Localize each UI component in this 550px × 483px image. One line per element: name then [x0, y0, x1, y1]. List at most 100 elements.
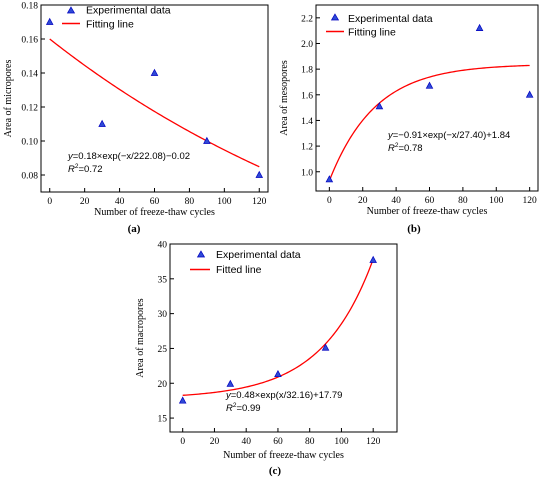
legend-marker-triangle — [66, 6, 76, 14]
x-axis-label: Number of freeze-thaw cycles — [367, 206, 488, 217]
x-tick-label: 0 — [327, 196, 332, 206]
x-tick-label: 80 — [185, 197, 195, 207]
data-point — [369, 255, 377, 263]
x-tick-label: 120 — [252, 197, 267, 207]
data-point — [45, 17, 54, 25]
data-point — [255, 170, 264, 178]
data-points — [325, 23, 534, 183]
y-tick-label: 2.2 — [301, 14, 313, 24]
y-tick-label: 0.14 — [21, 70, 38, 80]
x-ticks: 0 20 40 60 80 100 120 — [180, 428, 381, 447]
legend-label-fit: Fitted line — [216, 264, 262, 276]
x-tick-label: 20 — [358, 196, 368, 206]
legend-label-fit: Fitting line — [348, 27, 396, 39]
y-tick-label: 0.16 — [21, 36, 38, 46]
legend-marker-triangle — [196, 250, 206, 258]
data-points — [178, 255, 377, 404]
data-point — [203, 136, 211, 144]
x-axis-label: Number of freeze-thaw cycles — [94, 207, 215, 218]
x-tick-label: 0 — [47, 197, 52, 207]
y-tick-label: 35 — [158, 275, 168, 285]
y-tick-label: 15 — [158, 415, 168, 425]
x-tick-label: 100 — [489, 196, 504, 206]
x-tick-label: 100 — [334, 437, 349, 447]
legend: Experimental data Fitting line — [62, 5, 171, 31]
x-ticks: 0 20 40 60 80 100 120 — [327, 187, 537, 206]
y-tick-label: 0.18 — [21, 2, 38, 12]
y-tick-label: 2.0 — [301, 40, 313, 50]
y-ticks: 0.08 0.10 0.12 0.14 0.16 0.18 — [21, 2, 45, 182]
r-squared: R2=0.99 — [226, 402, 261, 414]
data-point — [178, 396, 187, 404]
y-ticks: 1.0 1.2 1.4 1.6 1.8 2.0 2.2 — [301, 14, 320, 178]
panel-c: 0 20 40 60 80 100 120 15 20 25 30 35 40 Experimenta… — [135, 241, 398, 477]
panel-b: 0 20 40 60 80 100 120 1.0 1.2 1.4 1.6 1.8 2.0 2.2 Ex… — [279, 4, 539, 235]
x-tick-label: 0 — [180, 437, 185, 447]
y-tick-label: 20 — [158, 380, 168, 390]
equation: y=0.18×exp(−x/222.08)−0.02 — [67, 151, 190, 162]
y-tick-label: 0.08 — [21, 172, 38, 182]
data-point — [525, 90, 534, 98]
panel-label: (b) — [407, 223, 421, 235]
legend-marker-triangle — [330, 13, 340, 21]
equation: y=0.48×exp(x/32.16)+17.79 — [225, 390, 342, 401]
x-tick-label: 20 — [80, 197, 90, 207]
y-tick-label: 1.4 — [301, 117, 313, 127]
data-point — [274, 369, 282, 378]
x-axis-label: Number of freeze-thaw cycles — [223, 450, 344, 461]
legend-label-data: Experimental data — [86, 5, 171, 17]
x-tick-label: 120 — [523, 196, 538, 206]
panel-label: (c) — [269, 465, 282, 477]
x-tick-label: 80 — [305, 437, 315, 447]
plot-area-frame — [169, 243, 398, 433]
y-tick-label: 0.12 — [21, 104, 38, 114]
legend-label-data: Experimental data — [216, 249, 301, 261]
data-points — [45, 17, 264, 178]
x-tick-label: 20 — [210, 437, 220, 447]
y-tick-label: 0.10 — [21, 138, 38, 148]
x-ticks: 0 20 40 60 80 100 120 — [47, 188, 267, 207]
fit-curve-group — [182, 258, 374, 396]
y-tick-label: 25 — [158, 345, 168, 355]
data-point — [425, 81, 434, 89]
x-tick-label: 40 — [115, 197, 125, 207]
fit-curve-group — [49, 38, 260, 168]
fit-curve — [182, 258, 374, 396]
y-ticks: 15 20 25 30 35 40 — [158, 241, 174, 425]
legend-label-data: Experimental data — [348, 13, 433, 25]
data-point — [226, 379, 235, 387]
x-tick-label: 40 — [241, 437, 251, 447]
panel-a: 0 20 40 60 80 100 120 0.08 0.10 0.12 0.14 0.16 0.18… — [3, 2, 269, 235]
x-tick-label: 120 — [366, 437, 381, 447]
data-point — [475, 23, 484, 31]
x-tick-label: 100 — [217, 197, 232, 207]
legend: Experimental data Fitted line — [190, 249, 301, 276]
x-tick-label: 60 — [150, 197, 160, 207]
data-point — [98, 119, 106, 127]
y-tick-label: 30 — [158, 310, 168, 320]
data-point — [325, 175, 334, 183]
r-squared: R2=0.78 — [388, 142, 423, 154]
r-squared: R2=0.72 — [68, 163, 103, 175]
x-tick-label: 60 — [273, 437, 283, 447]
fit-curve-group — [328, 64, 530, 181]
y-tick-label: 40 — [158, 241, 168, 251]
y-axis-label: Area of macropores — [135, 298, 146, 378]
y-tick-label: 1.2 — [301, 143, 313, 153]
fit-curve — [328, 64, 530, 181]
fit-curve — [49, 38, 260, 168]
equation: y=−0.91×exp(−x/27.40)+1.84 — [387, 130, 510, 141]
y-tick-label: 1.6 — [301, 91, 313, 101]
plot-area-frame — [315, 4, 539, 192]
y-tick-label: 1.8 — [301, 66, 313, 76]
panel-label: (a) — [128, 223, 141, 235]
y-axis-label: Area of micropores — [3, 60, 14, 138]
data-point — [150, 68, 159, 76]
x-tick-label: 60 — [425, 196, 435, 206]
legend-label-fit: Fitting line — [86, 19, 134, 31]
legend: Experimental data Fitting line — [326, 13, 433, 39]
data-point — [321, 343, 330, 351]
y-tick-label: 1.0 — [301, 168, 313, 178]
x-tick-label: 40 — [391, 196, 401, 206]
